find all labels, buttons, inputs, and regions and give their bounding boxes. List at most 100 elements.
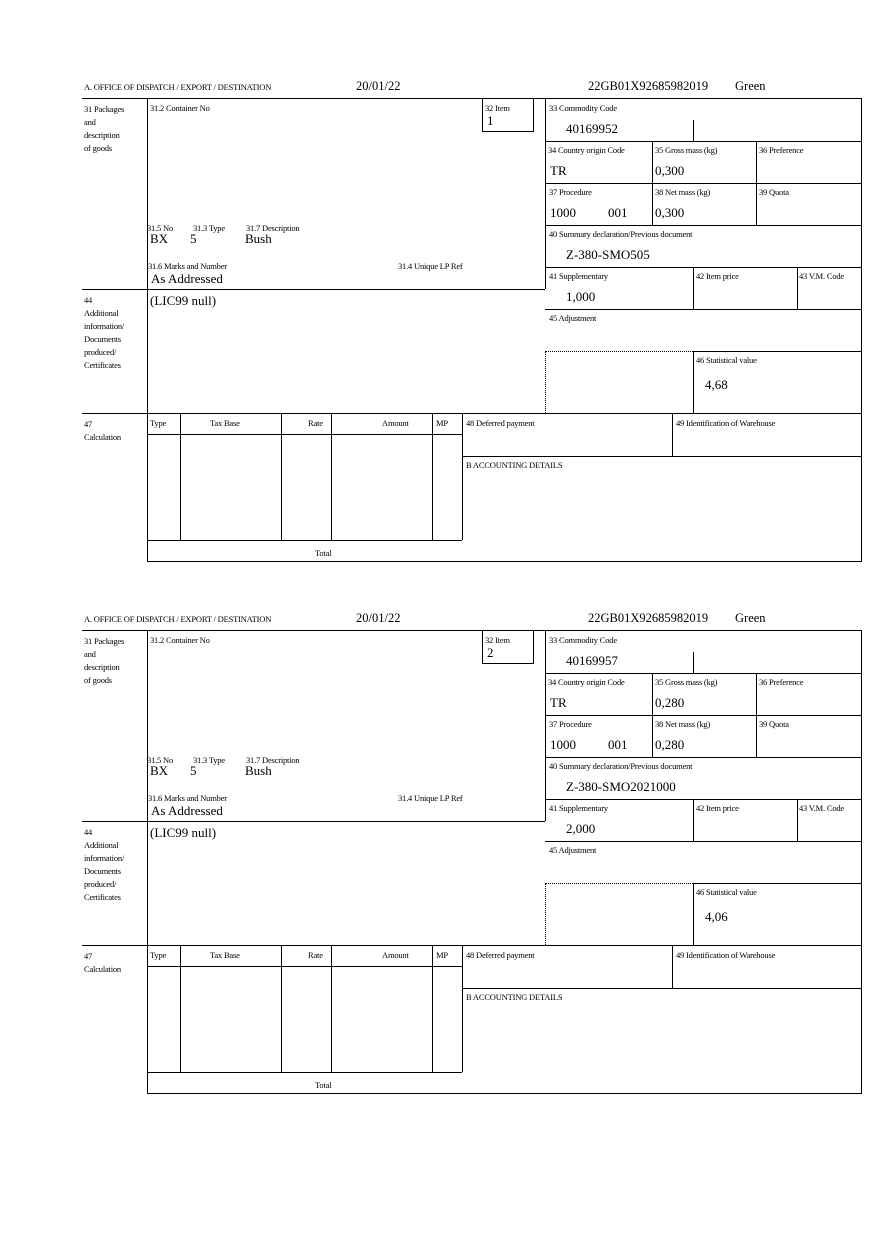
rule [462,988,862,989]
item-price-label: 42 Item price [696,803,739,813]
procedure-label: 37 Procedure [549,719,592,729]
additional-info-label: 44 [84,295,93,305]
rule [432,945,433,1072]
rule [545,630,546,821]
rule [756,141,757,225]
rule [545,351,546,413]
procedure-additional-code: 001 [608,205,628,220]
accounting-details-label: B ACCOUNTING DETAILS [466,992,563,1002]
calc-column-header: Amount [382,418,409,428]
unique-lp-label: 31.4 Unique LP Ref [398,261,463,271]
total-label: Total [315,1080,332,1090]
route-colour: Green [735,79,766,93]
rule [693,120,694,141]
rule [672,945,673,988]
package-no: BX [150,763,169,778]
item-price-label: 42 Item price [696,271,739,281]
rule [545,715,862,716]
rule [82,289,545,290]
item-number: 1 [487,113,494,128]
calc-column-header: Type [150,950,167,960]
summary-declaration: Z-380-SMO2021000 [566,779,676,794]
deferred-payment-label: 48 Deferred payment [466,950,535,960]
item-label: 32 Item [485,635,510,645]
gross-mass: 0,280 [655,695,685,710]
country-origin: TR [550,163,567,178]
packages-label: description [84,130,120,140]
procedure-additional-code: 001 [608,737,628,752]
rule [861,98,862,561]
package-type-label: 31.3 Type [193,223,225,233]
rule [331,945,332,1072]
rule [147,434,462,435]
rule [545,799,862,800]
additional-info-value: (LIC99 null) [150,293,217,308]
statistical-value: 4,68 [705,377,728,392]
country-origin-label: 34 Country origin Code [548,677,625,687]
statistical-value-label: 46 Statistical value [696,887,757,897]
rule [672,413,673,456]
procedure-label: 37 Procedure [549,187,592,197]
additional-info-label: produced/ [84,879,117,889]
quota-label: 39 Quota [759,187,789,197]
supplementary-label: 41 Supplementary [549,803,608,813]
procedure-code: 1000 [550,205,576,220]
unique-lp-label: 31.4 Unique LP Ref [398,793,463,803]
marks-label: 31.6 Marks and Number [148,261,227,271]
commodity-code: 40169952 [566,121,618,136]
adjustment-label: 45 Adjustment [549,313,597,323]
rule [693,883,862,884]
additional-info-label: Documents [84,866,121,876]
quota-label: 39 Quota [759,719,789,729]
net-mass-label: 38 Net mass (kg) [655,187,711,197]
rule [545,309,862,310]
warehouse-label: 49 Identification of Warehouse [676,418,776,428]
commodity-code: 40169957 [566,653,618,668]
rule [545,673,862,674]
item-number-box [482,98,534,132]
country-origin: TR [550,695,567,710]
additional-info-label: Documents [84,334,121,344]
rule [82,945,862,946]
gross-mass-label: 35 Gross mass (kg) [655,677,718,687]
additional-info-value: (LIC99 null) [150,825,217,840]
package-type: 5 [190,231,197,246]
additional-info-label: information/ [84,321,125,331]
total-label: Total [315,548,332,558]
rule [545,883,693,884]
summary-declaration-label: 40 Summary declaration/Previous document [549,761,693,771]
rule [180,945,181,1072]
additional-info-label: information/ [84,853,125,863]
calc-column-header: Tax Base [210,418,240,428]
calc-column-header: MP [436,950,448,960]
packages-label: description [84,662,120,672]
container-no-label: 31.2 Container No [150,635,210,645]
calculation-label: Calculation [84,964,121,974]
calc-column-header: Tax Base [210,950,240,960]
vm-code-label: 43 V.M. Code [799,803,844,813]
reference-number: 22GB01X92685982019 [588,611,709,625]
package-description-label: 31.7 Description [246,755,300,765]
item-label: 32 Item [485,103,510,113]
rule [180,413,181,540]
accounting-details-label: B ACCOUNTING DETAILS [466,460,563,470]
rule [82,98,862,99]
vm-code-label: 43 V.M. Code [799,271,844,281]
rule [545,267,862,268]
rule [432,413,433,540]
package-description: Bush [245,763,272,778]
gross-mass: 0,300 [655,163,685,178]
packages-label: 31 Packages [84,636,125,646]
package-no-label: 31.5 No [147,755,173,765]
summary-declaration-label: 40 Summary declaration/Previous document [549,229,693,239]
rule [147,630,148,1093]
net-mass: 0,280 [655,737,685,752]
supplementary-units: 2,000 [566,821,596,836]
rule [693,351,694,413]
statistical-value-label: 46 Statistical value [696,355,757,365]
rule [147,561,862,562]
gross-mass-label: 35 Gross mass (kg) [655,145,718,155]
net-mass-label: 38 Net mass (kg) [655,719,711,729]
rule [462,945,463,1072]
item-number-box [482,630,534,664]
